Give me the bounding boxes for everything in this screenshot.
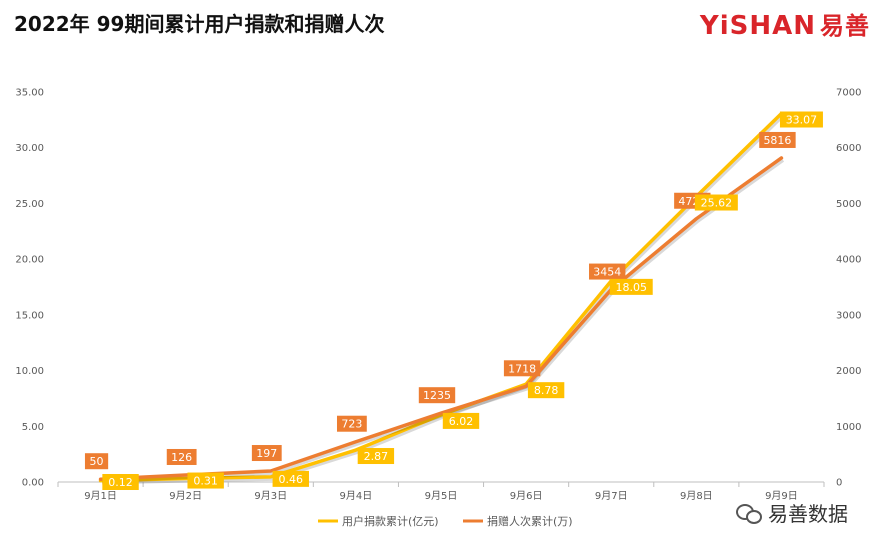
y-right-tick-label: 4000 — [836, 255, 861, 266]
watermark-text: 易善数据 — [768, 502, 848, 526]
y-right-tick-label: 2000 — [836, 366, 861, 377]
y-left-tick-label: 5.00 — [22, 422, 44, 433]
y-right-tick-label: 1000 — [836, 422, 861, 433]
data-label-count: 50 — [90, 455, 104, 468]
y-left-tick-label: 20.00 — [15, 255, 44, 266]
x-tick-label: 9月5日 — [425, 490, 458, 502]
y-right-tick-label: 0 — [836, 478, 842, 489]
data-label-amount: 33.07 — [786, 114, 818, 127]
data-label-count: 126 — [171, 451, 192, 464]
y-left-tick-label: 35.00 — [15, 88, 44, 99]
brand-logo-cn: 易善 — [820, 12, 870, 40]
data-label-count-box — [503, 360, 541, 377]
legend-label-amount: 用户捐款累计(亿元) — [342, 514, 439, 528]
data-label-count-box — [336, 415, 367, 432]
data-label-amount: 8.78 — [534, 384, 559, 397]
x-tick-label: 9月7日 — [595, 490, 628, 502]
data-label-amount: 0.12 — [108, 476, 133, 489]
chart-title: 2022年 99期间累计用户捐款和捐赠人次 — [14, 12, 385, 36]
y-left-tick-label: 0.00 — [22, 478, 44, 489]
data-label-count-box — [84, 453, 109, 470]
data-label-amount-box — [357, 448, 395, 465]
y-right-tick-label: 5000 — [836, 199, 861, 210]
data-label-count-box — [589, 263, 626, 280]
data-label-amount-box — [609, 278, 653, 295]
legend-label-count: 捐赠人次累计(万) — [487, 514, 573, 528]
data-label-amount: 6.02 — [449, 415, 474, 428]
data-label-amount-box — [442, 412, 480, 429]
data-label-amount-box — [779, 111, 823, 128]
data-label-amount-box — [102, 474, 139, 490]
series-line-amount — [98, 111, 784, 483]
brand-logo-text: YiSHAN — [699, 11, 816, 41]
data-label-count: 723 — [341, 418, 362, 431]
y-right-tick-label: 7000 — [836, 88, 861, 99]
y-left-tick-label: 10.00 — [15, 366, 44, 377]
data-label-amount: 0.46 — [279, 473, 304, 486]
data-label-amount: 25.62 — [701, 197, 733, 210]
data-label-count: 3454 — [593, 266, 621, 279]
y-left-tick-label: 15.00 — [15, 310, 44, 321]
data-label-count-box — [251, 445, 282, 462]
data-label-amount-box — [272, 470, 309, 487]
y-left-tick-label: 25.00 — [15, 199, 44, 210]
x-tick-label: 9月3日 — [254, 490, 287, 502]
x-tick-label: 9月4日 — [340, 490, 373, 502]
data-label-count-box — [418, 387, 456, 404]
x-tick-label: 9月1日 — [84, 490, 117, 502]
data-label-amount-box — [187, 472, 224, 489]
wechat-icon — [736, 502, 762, 524]
data-label-amount: 0.31 — [193, 475, 218, 488]
data-label-count: 197 — [256, 447, 277, 460]
data-label-amount-box — [527, 382, 565, 399]
data-label-count: 5816 — [763, 134, 791, 147]
y-left-tick-label: 30.00 — [15, 143, 44, 154]
data-label-count: 1718 — [508, 362, 536, 375]
x-tick-label: 9月9日 — [765, 490, 798, 502]
y-right-tick-label: 3000 — [836, 310, 861, 321]
x-tick-label: 9月8日 — [680, 490, 713, 502]
y-right-tick-label: 6000 — [836, 143, 861, 154]
watermark: 易善数据 — [736, 498, 848, 527]
data-label-count-box — [166, 448, 197, 465]
data-label-amount: 2.87 — [364, 450, 389, 463]
series-line-shadow-amount — [102, 114, 785, 485]
data-label-amount: 18.05 — [615, 281, 647, 294]
data-label-count-box — [759, 131, 796, 148]
x-tick-label: 9月6日 — [510, 490, 543, 502]
brand-logo: YiSHAN 易善 — [700, 6, 870, 41]
x-tick-label: 9月2日 — [169, 490, 202, 502]
data-label-amount-box — [694, 194, 738, 211]
data-label-count: 1235 — [423, 389, 451, 402]
